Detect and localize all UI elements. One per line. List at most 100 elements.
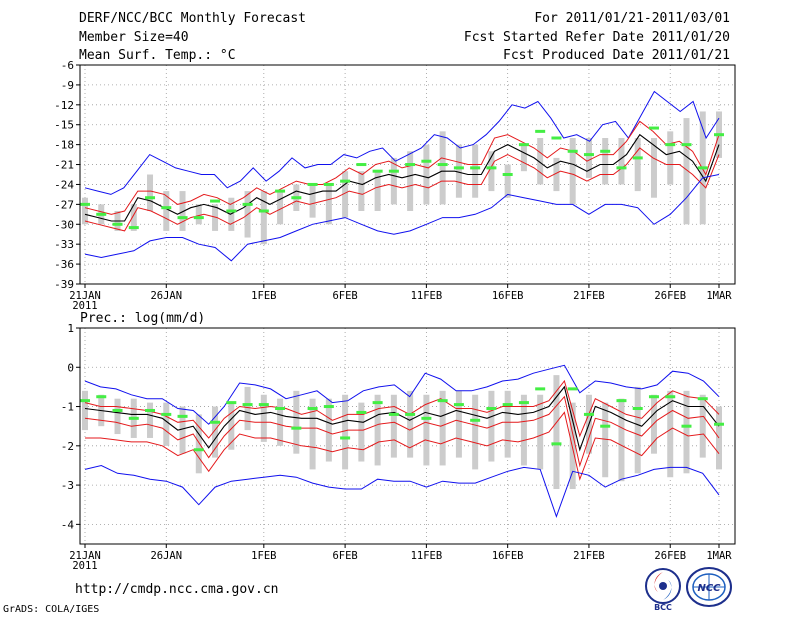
observed-marker [372,169,383,173]
observed-marker [356,163,367,167]
forecast-period: For 2011/01/21-2011/03/01 [534,11,730,26]
member-box [358,171,365,211]
y-tick-label: -30 [54,218,74,231]
series-lower [84,395,720,468]
observed-marker [648,126,659,130]
y-tick-label: -39 [54,278,74,291]
member-box [342,394,349,470]
member-box [309,398,316,470]
observed-marker [405,163,416,167]
x-tick-label: 11FEB [411,290,443,302]
observed-marker [486,166,497,170]
member-box [504,164,511,198]
observed-marker [307,407,318,411]
member-box [488,151,495,192]
observed-marker [453,403,464,407]
observed-marker [356,410,367,414]
member-box [634,386,641,474]
observed-marker [567,149,578,153]
observed-marker [616,399,627,403]
member-box [390,394,397,458]
y-tick-label: -21 [54,159,74,172]
x-tick-label: 21JAN [69,550,101,562]
observed-marker [96,395,107,399]
member-box [195,414,202,474]
observed-marker [161,412,172,416]
member-box [325,184,332,225]
member-box [618,398,625,482]
observed-marker [242,202,253,206]
observed-marker [616,166,627,170]
member-box [667,390,674,478]
observed-marker [258,403,269,407]
observed-marker [551,136,562,140]
observed-marker [714,422,724,426]
observed-marker [632,407,643,411]
member-box [455,390,462,458]
observed-marker [372,401,383,405]
observed-marker [112,408,123,412]
observed-marker [242,403,253,407]
member-box [472,394,479,470]
y-tick-label: -33 [54,238,74,251]
observed-marker [291,196,302,200]
series-min [84,174,720,262]
member-box [260,191,267,245]
member-box [472,144,479,198]
source-url[interactable]: http://cmdp.ncc.cma.gov.cn [75,582,279,597]
observed-marker [340,436,351,440]
series-lower [84,147,720,232]
member-box [195,204,202,225]
member-box [244,386,251,431]
observed-marker [80,399,90,403]
variable-label: Mean Surf. Temp.: °C [79,48,236,63]
member-box [423,144,430,205]
member-box [569,402,576,490]
x-tick-label: 21FEB [573,290,605,302]
observed-marker [80,202,90,206]
member-box [553,375,560,490]
observed-marker [210,420,221,424]
y-tick-label: -12 [54,99,74,112]
observed-marker [193,448,204,452]
member-box [650,394,657,454]
member-box [683,118,690,225]
y-tick-label: -27 [54,198,74,211]
member-box [537,138,544,185]
member-box [212,406,219,458]
observed-marker [96,212,107,216]
member-box [602,138,609,185]
x-tick-label: 1MAR [706,550,732,562]
member-box [228,402,235,450]
fcst-start-date: Fcst Started Refer Date 2011/01/20 [463,30,730,45]
series-lower2 [85,411,720,481]
observed-marker [275,189,286,193]
x-tick-label: 26JAN [150,290,182,302]
observed-marker [600,424,611,428]
observed-marker [518,401,529,405]
observed-marker [697,397,708,401]
member-box [699,394,706,458]
precipitation-panel: -4 -3 -2 -1 0 1 21JAN 26JAN 1FEB 6FEB 11FEB 16FEB 21… [61,322,736,572]
observed-marker [323,182,334,186]
member-box [407,151,414,211]
fcst-produced-date: Fcst Produced Date 2011/01/21 [503,48,730,63]
y-tick-label: -6 [61,59,74,72]
observed-marker [583,412,594,416]
member-box [439,390,446,466]
observed-marker [177,414,188,418]
member-box [618,138,625,185]
y-tick-label: 1 [67,322,74,335]
member-box [163,191,170,231]
grads-credit: GrADS: COLA/IGES [3,604,100,615]
observed-marker [502,173,513,176]
series-mean [84,385,720,452]
observed-marker [210,199,221,203]
x-tick-label: 21FEB [573,550,605,562]
x-tick-label: 26FEB [654,290,686,302]
member-box [179,406,186,454]
observed-marker [518,143,529,147]
observed-marker [258,209,269,213]
